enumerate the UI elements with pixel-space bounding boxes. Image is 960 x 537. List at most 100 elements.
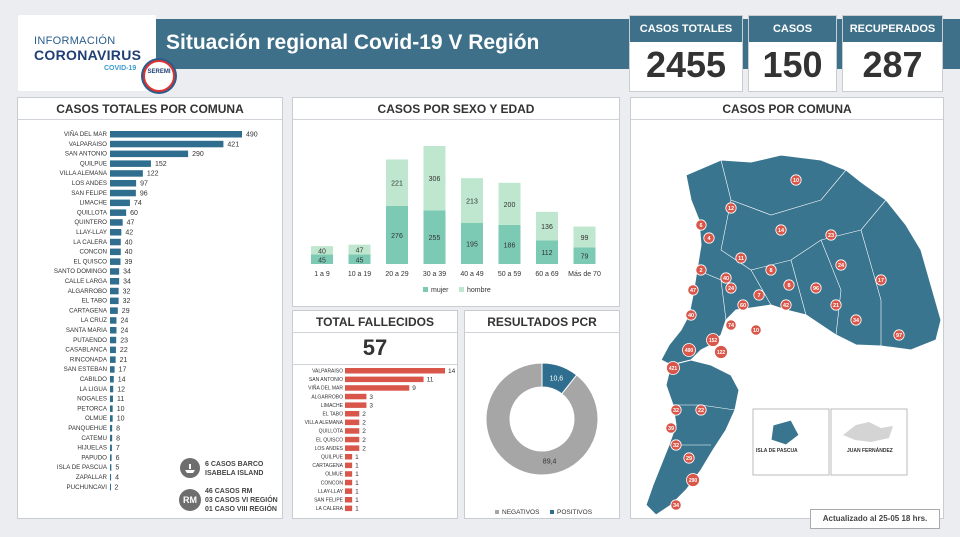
- comuna-label: PUTAENDO: [73, 337, 107, 344]
- comuna-value: 42: [125, 230, 133, 237]
- bar-hombre: [348, 244, 371, 255]
- map-marker-value: 39: [668, 426, 674, 432]
- map-marker: [810, 282, 822, 294]
- fallecidos-bar: [345, 376, 424, 383]
- fallecidos-bar: [345, 385, 410, 391]
- fallecidos-value: 1: [355, 480, 359, 487]
- bar-mujer: [386, 205, 408, 264]
- comuna-bar: [110, 346, 116, 354]
- comuna-value: 4: [115, 475, 119, 482]
- bar-mujer: [536, 240, 558, 264]
- note-barco-line1: 6 CASOS BARCO: [205, 461, 264, 468]
- bar-mujer: [311, 254, 333, 264]
- fallecidos-label: QUILPUE: [321, 455, 344, 461]
- fallecidos-label: LIMACHE: [321, 403, 344, 409]
- comuna-bar: [110, 248, 121, 256]
- comuna-label: OLMUE: [85, 415, 107, 422]
- age-label: 30 a 39: [423, 271, 446, 278]
- comuna-bar: [110, 258, 121, 265]
- age-label: 60 a 69: [535, 271, 558, 278]
- comuna-label: QUILLOTA: [77, 209, 108, 216]
- map-marker-value: 8: [787, 283, 790, 289]
- map-marker: [875, 274, 887, 286]
- fallecidos-bar: [345, 419, 360, 426]
- bar-hombre: [461, 178, 483, 223]
- legend-neg-swatch: [495, 510, 499, 514]
- age-label: Más de 70: [568, 271, 601, 278]
- panel-pcr: RESULTADOS PCR 89,4 10,6 NEGATIVOS POSITIVO…: [464, 310, 620, 519]
- isla-pascua-label: ISLA DE PASCUA: [756, 448, 798, 454]
- kpi-casos-totales: CASOS TOTALES 2455: [629, 15, 743, 92]
- comuna-label: CASABLANCA: [65, 347, 107, 354]
- comuna-bar: [110, 209, 127, 216]
- comuna-bar: [110, 287, 119, 295]
- age-label: 10 a 19: [348, 271, 371, 278]
- fallecidos-label: SAN FELIPE: [314, 498, 344, 504]
- comuna-bar: [110, 307, 118, 314]
- fallecidos-value: 11: [427, 377, 434, 384]
- comuna-label: PUCHUNCAVI: [67, 484, 108, 491]
- map-marker-value: 17: [878, 278, 884, 284]
- fallecidos-bar: [345, 428, 360, 434]
- comuna-bar: [110, 444, 112, 452]
- pcr-value: 89,4: [543, 459, 557, 466]
- bar-mujer: [573, 247, 596, 264]
- pcr-slice: [541, 362, 578, 395]
- age-label: 1 a 9: [314, 271, 330, 278]
- bar-hombre: [536, 211, 558, 241]
- fallecidos-value: 3: [369, 394, 373, 401]
- value-hombre: 306: [429, 176, 441, 183]
- note-rm-line3: 01 CASO VIII REGIÓN: [205, 506, 277, 513]
- map-marker: [720, 272, 732, 284]
- juan-fernandez-shape: [843, 422, 893, 442]
- value-hombre: 47: [356, 248, 364, 255]
- comuna-value: 40: [125, 239, 133, 246]
- map-marker: [682, 343, 696, 357]
- comuna-value: 39: [125, 259, 133, 266]
- comuna-label: CARTAGENA: [69, 307, 108, 314]
- map-marker-value: 40: [688, 313, 694, 319]
- map-marker: [695, 404, 707, 416]
- comuna-label: VIÑA DEL MAR: [64, 131, 108, 138]
- map-marker: [665, 422, 677, 434]
- map-marker: [670, 439, 682, 451]
- bar-mujer: [348, 254, 371, 264]
- comuna-bar: [110, 131, 242, 138]
- value-hombre: 136: [541, 224, 553, 231]
- map-marker-value: 11: [738, 256, 744, 262]
- comuna-bar: [110, 229, 122, 236]
- kpi-casos-nuevos: CASOS NUEVOS 150: [748, 15, 837, 92]
- panel-casos-comuna: CASOS TOTALES POR COMUNA VIÑA DEL MAR 490…: [17, 97, 283, 519]
- bar-mujer: [498, 224, 521, 264]
- note-rm-line2: 03 CASOS VI REGIÓN: [205, 497, 278, 504]
- value-mujer: 186: [504, 242, 516, 249]
- fallecidos-value: 1: [355, 454, 359, 461]
- comuna-bar: [110, 464, 112, 471]
- map-marker: [683, 452, 695, 464]
- map-marker-value: 10: [753, 328, 759, 334]
- map-marker: [687, 284, 699, 296]
- map-marker-value: 74: [728, 323, 735, 329]
- comuna-value: 152: [155, 161, 167, 168]
- comuna-label: VALPARAISO: [69, 141, 107, 148]
- value-mujer: 112: [541, 250, 552, 257]
- value-hombre: 213: [466, 199, 478, 206]
- juan-fernandez-label: JUAN FERNÁNDEZ: [847, 447, 893, 454]
- bar-hombre: [311, 246, 333, 255]
- comuna-label: NOGALES: [77, 396, 107, 403]
- fallecidos-label: QUILLOTA: [319, 429, 344, 435]
- comuna-label: ZAPALLAR: [76, 474, 108, 481]
- isla-pascua-shape: [770, 419, 800, 446]
- comuna-label: EL QUISCO: [74, 258, 108, 265]
- comuna-label: PANQUEHUE: [68, 425, 107, 432]
- fallecidos-value: 3: [369, 402, 373, 409]
- comuna-label: SAN ANTONIO: [65, 151, 107, 158]
- map-marker-value: 2: [699, 268, 702, 274]
- bar-hombre: [386, 159, 408, 206]
- comuna-value: 11: [117, 396, 124, 403]
- ship-icon: [180, 458, 200, 478]
- comuna-bar: [110, 395, 113, 403]
- comuna-value: 34: [123, 279, 131, 286]
